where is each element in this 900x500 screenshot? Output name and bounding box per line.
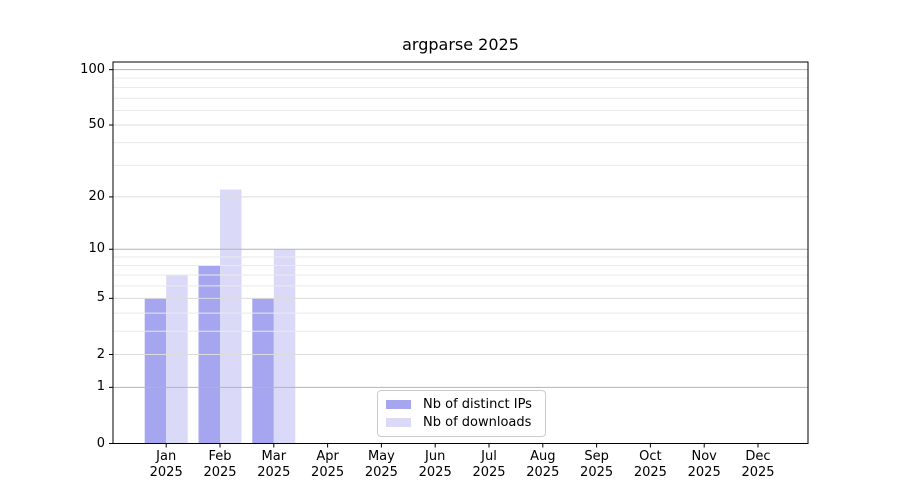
x-tick-label-nov: Nov 2025 <box>687 449 721 480</box>
bar-downloads-feb-2025 <box>220 189 242 444</box>
legend-label-downloads: Nb of downloads <box>423 415 532 431</box>
x-tick-label-apr: Apr 2025 <box>311 449 345 480</box>
legend-item-distinct-ips: Nb of distinct IPs <box>386 395 537 414</box>
x-tick-label-oct: Oct 2025 <box>633 449 667 480</box>
x-tick-label-aug: Aug 2025 <box>526 449 560 480</box>
x-tick-label-jul: Jul 2025 <box>472 449 506 480</box>
y-tick-label-1: 1 <box>96 379 105 395</box>
x-tick-label-sep: Sep 2025 <box>580 449 614 480</box>
legend: Nb of distinct IPs Nb of downloads <box>377 390 546 437</box>
x-tick-label-feb: Feb 2025 <box>203 449 237 480</box>
x-tick-label-jun: Jun 2025 <box>418 449 452 480</box>
x-tick-label-may: May 2025 <box>364 449 398 480</box>
bar-downloads-jan-2025 <box>166 275 188 444</box>
bar-distinct-ips-mar-2025 <box>252 298 274 444</box>
legend-label-distinct-ips: Nb of distinct IPs <box>423 396 532 412</box>
chart-title: argparse 2025 <box>402 35 519 54</box>
legend-item-downloads: Nb of downloads <box>386 414 537 433</box>
x-tick-label-jan: Jan 2025 <box>149 449 183 480</box>
y-tick-label-5: 5 <box>96 290 105 306</box>
y-tick-label-100: 100 <box>80 61 105 77</box>
x-tick-label-dec: Dec 2025 <box>741 449 775 480</box>
bar-distinct-ips-jan-2025 <box>144 298 167 444</box>
legend-swatch-downloads <box>386 418 411 428</box>
y-tick-label-10: 10 <box>88 241 105 257</box>
axes-spines <box>112 61 809 444</box>
bar-downloads-mar-2025 <box>273 249 296 444</box>
y-tick-label-50: 50 <box>88 116 105 132</box>
y-tick-label-2: 2 <box>96 346 105 362</box>
legend-swatch-distinct-ips <box>386 399 411 409</box>
y-tick-label-0: 0 <box>96 435 105 451</box>
x-tick-label-mar: Mar 2025 <box>257 449 291 480</box>
y-tick-label-20: 20 <box>88 188 105 204</box>
